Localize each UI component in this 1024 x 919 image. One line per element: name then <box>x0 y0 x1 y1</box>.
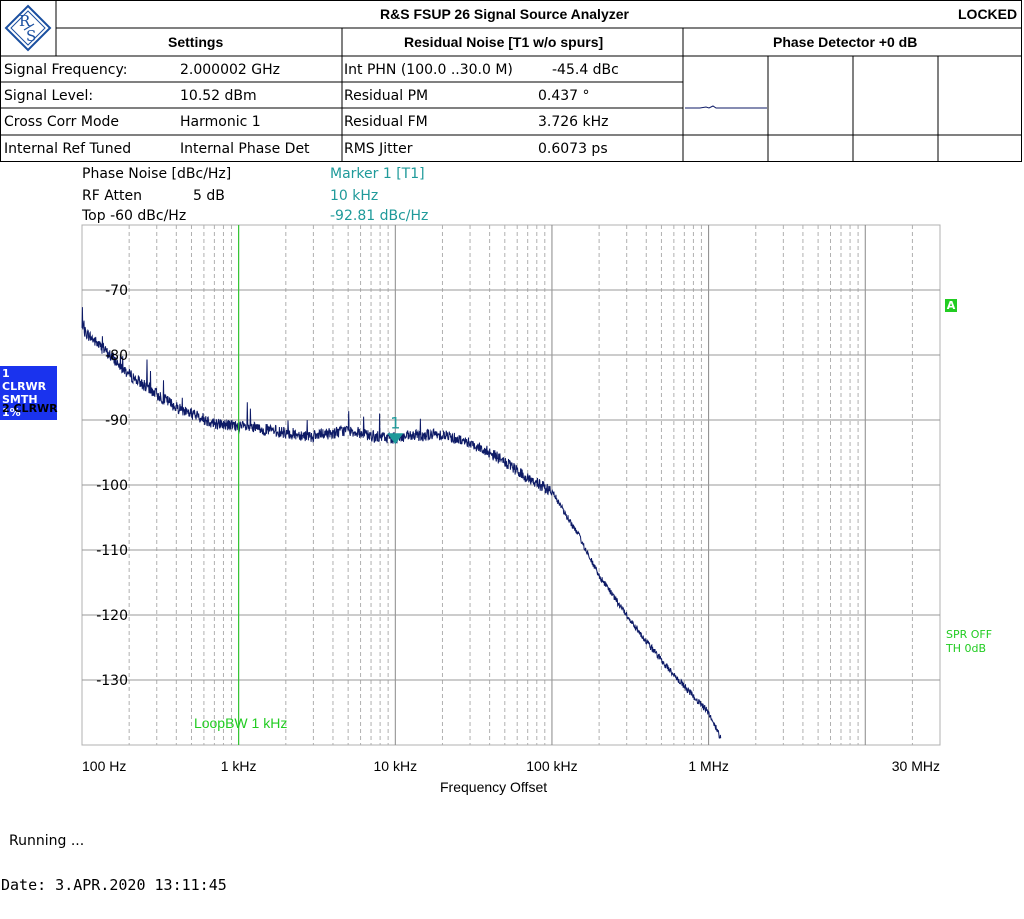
settings-value-3: Harmonic 1 <box>180 114 261 130</box>
settings-label-3: Cross Corr Mode <box>4 114 120 130</box>
y-tick-label: -100 <box>96 478 128 494</box>
trace1-smoothing: SMTH 1% <box>2 393 38 419</box>
x-axis-label: Frequency Offset <box>440 779 548 795</box>
residual-label-2: Residual PM <box>344 88 429 104</box>
trace1-mode: 1 CLRWR <box>2 367 47 393</box>
x-tick-label: 1 MHz <box>688 758 728 774</box>
rf-atten-value: 5 dB <box>193 188 225 204</box>
app-title: R&S FSUP 26 Signal Source Analyzer <box>380 6 629 22</box>
marker-1-label: 1 <box>390 413 400 432</box>
phase-noise-trace <box>81 307 722 739</box>
y-tick-label: -110 <box>96 543 128 559</box>
y-tick-label: -130 <box>96 673 128 689</box>
rf-atten-label: RF Atten <box>82 188 143 204</box>
trace2-badge[interactable]: 2 CLRWR <box>2 402 58 415</box>
running-status: Running ... <box>9 833 85 849</box>
residual-label-3: Residual FM <box>344 114 428 130</box>
residual-value-3: 3.726 kHz <box>538 114 609 130</box>
settings-value-1: 2.000002 GHz <box>180 62 280 78</box>
spr-off-label: SPR OFF <box>946 628 993 641</box>
phase-detector-heading: Phase Detector +0 dB <box>773 34 918 50</box>
a-badge: A <box>945 299 957 312</box>
y-tick-label: -90 <box>105 413 128 429</box>
marker-value: -92.81 dBc/Hz <box>330 208 429 224</box>
settings-label-4: Internal Ref Tuned <box>4 141 132 157</box>
mini-trace-icon <box>685 105 767 109</box>
x-tick-label: 100 kHz <box>526 758 577 774</box>
header-table: R S <box>0 0 1022 162</box>
x-tick-label: 30 MHz <box>892 758 940 774</box>
residual-heading: Residual Noise [T1 w/o spurs] <box>404 34 604 50</box>
residual-label-4: RMS Jitter <box>344 141 413 157</box>
threshold-label: TH 0dB <box>946 642 987 655</box>
marker-frequency: 10 kHz <box>330 188 379 204</box>
svg-text:R: R <box>19 12 31 30</box>
trace1-badge[interactable]: 1 CLRWR SMTH 1% <box>0 366 57 420</box>
settings-label-1: Signal Frequency: <box>4 62 128 78</box>
marker-1-triangle-icon[interactable] <box>387 433 404 445</box>
y-tick-label: -120 <box>96 608 128 624</box>
settings-label-2: Signal Level: <box>4 88 94 104</box>
lock-status: LOCKED <box>958 6 1018 22</box>
phase-noise-label: Phase Noise [dBc/Hz] <box>82 166 232 182</box>
settings-value-4: Internal Phase Det <box>180 141 310 157</box>
settings-heading: Settings <box>168 34 224 50</box>
date-stamp: Date: 3.APR.2020 13:11:45 <box>1 876 227 894</box>
marker-title: Marker 1 [T1] <box>330 166 425 182</box>
svg-text:S: S <box>26 27 36 45</box>
residual-value-4: 0.6073 ps <box>538 141 608 157</box>
settings-value-2: 10.52 dBm <box>180 88 257 104</box>
loop-bw-label: LoopBW 1 kHz <box>194 715 287 731</box>
y-tick-label: -80 <box>105 348 128 364</box>
rs-logo-icon: R S <box>4 4 52 52</box>
residual-value-2: 0.437 ° <box>538 88 590 104</box>
x-tick-label: 1 kHz <box>221 758 257 774</box>
residual-value-1: -45.4 dBc <box>552 62 619 78</box>
top-level-label: Top -60 dBc/Hz <box>82 208 187 224</box>
x-tick-label: 10 kHz <box>374 758 418 774</box>
x-tick-label: 100 Hz <box>82 758 126 774</box>
residual-label-1: Int PHN (100.0 ..30.0 M) <box>344 62 513 78</box>
y-tick-label: -70 <box>105 283 128 299</box>
